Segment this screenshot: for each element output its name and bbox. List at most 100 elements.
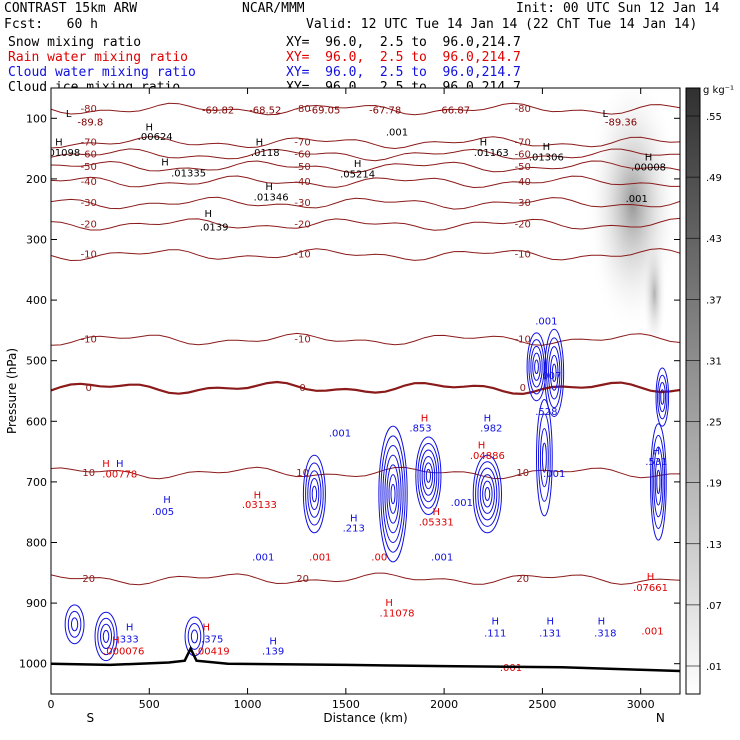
contour-value-label-37: .00 [371,553,387,564]
contour-value-label-15: .01346 [254,193,289,204]
cloud-water-contour-2-6 [415,436,442,516]
extremum-marker-8: H [354,159,362,170]
isotherm-label-7-0: -10 [81,250,97,261]
extremum-marker-26: H [203,622,211,633]
isotherm-line-9 [51,380,680,396]
cloud-water-contour-4-1 [534,359,539,375]
x-tick-label-5: 2500 [528,698,556,711]
contour-value-label-35: .001 [309,553,331,564]
colorbar: .01 .07 .13 .19 .25 .31 .37 .43 .49 .55 g kg⁻¹ [685,85,734,695]
cloud-water-contour-10-2 [67,610,82,638]
isotherm-label-0-2: -80 [515,104,531,115]
isotherm-label-10-2: 10 [516,468,529,479]
extremum-marker-19: H [350,513,358,524]
cloud-water-contour-2-3 [421,455,436,496]
isotherm-label-7-2: -10 [515,250,531,261]
cloud-water-contour-1-5 [382,445,404,543]
contour-value-label-10: .01163 [474,148,509,159]
cloud-water-contour-6-4 [536,398,553,517]
isotherm-label-11-1: 20 [296,574,309,585]
contour-value-label-19: .00778 [102,470,137,481]
field-xy-rain: XY= 96.0, 2.5 to 96.0,214.7 [286,50,521,65]
field-name-rain: Rain water mixing ratio [8,50,189,65]
y-tick-label-5: 600 [26,415,47,428]
cloud-water-contour-0-5 [302,454,326,534]
y-tick-label-2: 300 [26,234,47,247]
y-tick-label-8: 900 [26,597,47,610]
cloud-water-contour-4-2 [532,352,541,381]
contour-value-label-41: .000076 [103,647,144,658]
extremum-marker-15: H [254,490,262,501]
x-tick-label-3: 1500 [332,698,360,711]
contour-value-label-2: -69.05 [308,105,340,116]
extremum-marker-29: H [598,616,606,627]
isotherm-label-8-0: -10 [81,334,97,345]
extremum-marker-5: H [480,138,488,149]
init-time: Init: 00 UTC Sun 12 Jan 14 [516,1,720,16]
extremum-marker-0: L [66,109,72,120]
y-axis-title: Pressure (hPa) [5,348,19,434]
contour-value-label-42: .375 [201,634,223,645]
extremum-marker-30: H [547,616,555,627]
isotherm-label-6-2: -20 [515,219,531,230]
isotherm-label-2-2: -60 [515,150,531,161]
cloud-water-contour-4-3 [530,345,543,388]
valid-time: Valid: 12 UTC Tue 14 Jan 14 (22 ChT Tue … [306,17,698,32]
cloud-water-contour-1-3 [386,464,400,524]
cloud-water-contour-1-2 [388,474,398,514]
extremum-marker-11: H [204,209,212,220]
extremum-marker-4: H [256,138,264,149]
contour-value-label-9: .0118 [251,148,280,159]
cloud-water-contour-2-1 [425,468,431,483]
isotherm-label-3-1: -50 [294,162,310,173]
cloud-water-contour-0-3 [307,470,322,518]
center-title: NCAR/MMM [242,1,305,16]
extremum-marker-23: H [385,598,393,609]
cloud-water-contour-11-2 [187,623,202,650]
isotherm-label-9-0: 0 [86,383,92,394]
isotherm-label-2-0: -60 [81,150,97,161]
isotherm-line-7 [51,248,680,262]
isotherm-line-2 [51,148,680,162]
cloud-water-contour-6-2 [539,428,549,488]
contour-value-label-46: .131 [539,628,561,639]
field-name-cloud-water: Cloud water mixing ratio [8,65,196,80]
contour-value-label-22: .001 [329,428,351,439]
cloud-water-contour-7-1 [656,469,661,495]
colorbar-level-label-0: .01 [706,662,722,673]
contour-value-label-49: .001 [641,627,663,638]
isotherm-line-5 [51,196,680,210]
isotherm-label-7-1: -10 [294,250,310,261]
contour-value-label-28: .007 [539,371,561,382]
colorbar-level-label-6: .37 [706,295,722,306]
extremum-marker-27: H [269,636,277,647]
isotherm-label-1-0: -70 [81,138,97,149]
endpoint-left-label: S [87,711,95,725]
extremum-marker-6: H [543,142,551,153]
contour-value-label-34: .001 [252,553,274,564]
x-tick-label-6: 3000 [627,698,655,711]
y-tick-label-4: 500 [26,355,47,368]
extremum-marker-21: H [653,447,661,458]
isotherm-label-5-0: -30 [81,198,97,209]
contour-value-label-24: .982 [480,424,502,435]
contour-value-label-14: .00008 [631,162,666,173]
cloud-water-contour-7-2 [654,458,663,506]
cloud-water-contour-8-4 [655,367,670,427]
y-tick-label-1: 200 [26,173,47,186]
extremum-marker-18: H [478,441,486,452]
extremum-marker-13: H [116,459,124,470]
y-tick-label-9: 1000 [19,658,47,671]
contour-value-label-8: .01098 [45,148,80,159]
colorbar-level-label-8: .49 [706,173,722,184]
y-tick-label-3: 400 [26,294,47,307]
extremum-marker-14: H [163,495,171,506]
contour-value-label-48: .001 [500,663,522,674]
extremum-marker-7: H [161,158,169,169]
plot-frame [50,87,681,695]
contour-value-label-43: .00419 [195,647,230,658]
x-tick-label-4: 2000 [430,698,458,711]
cloud-water-contour-9-1 [102,629,110,643]
y-tick-label-0: 100 [26,112,47,125]
